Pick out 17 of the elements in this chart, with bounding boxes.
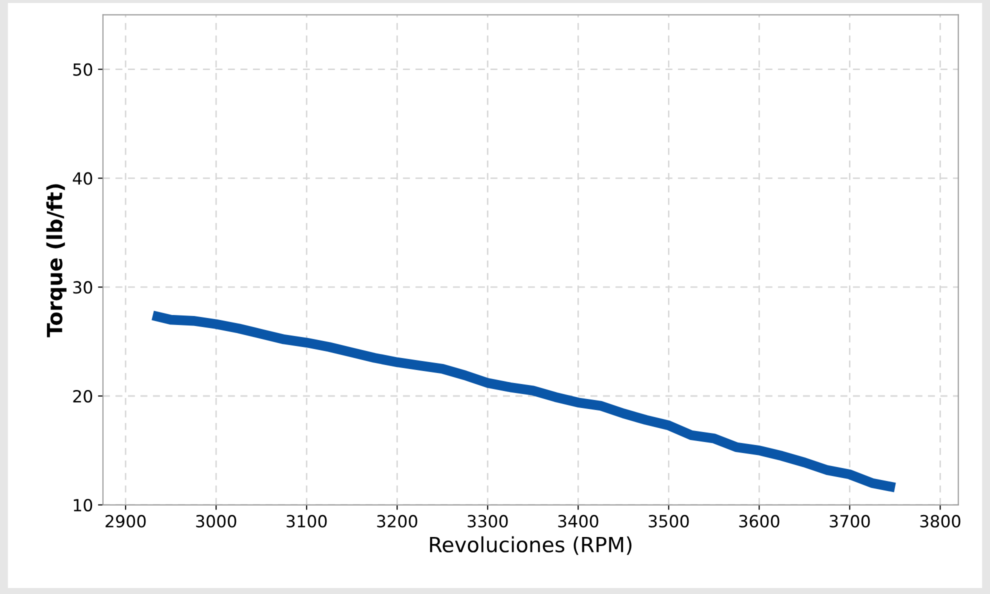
y-tick-label: 50 [73,63,92,76]
x-tick-label: 3200 [377,514,418,528]
y-tick-label: 40 [72,172,92,185]
x-tick-label: 3800 [920,514,960,528]
x-tick-label: 3700 [830,514,870,528]
x-tick-label: 3600 [739,514,780,528]
x-tick-label: 3100 [286,514,327,528]
x-tick-label: 3400 [558,514,598,528]
y-tick-label: 10 [74,498,92,512]
y-tick-label: 20 [73,390,92,403]
x-tick-label: 3300 [468,514,508,528]
y-tick-label: 30 [73,281,92,294]
x-tick-label: 2900 [106,514,146,528]
x-tick-label: 3500 [648,514,689,528]
x-axis-title: Revoluciones (RPM) [430,536,632,555]
x-tick-label: 3000 [196,514,236,528]
y-axis-title: Torque (lb/ft) [46,184,66,338]
